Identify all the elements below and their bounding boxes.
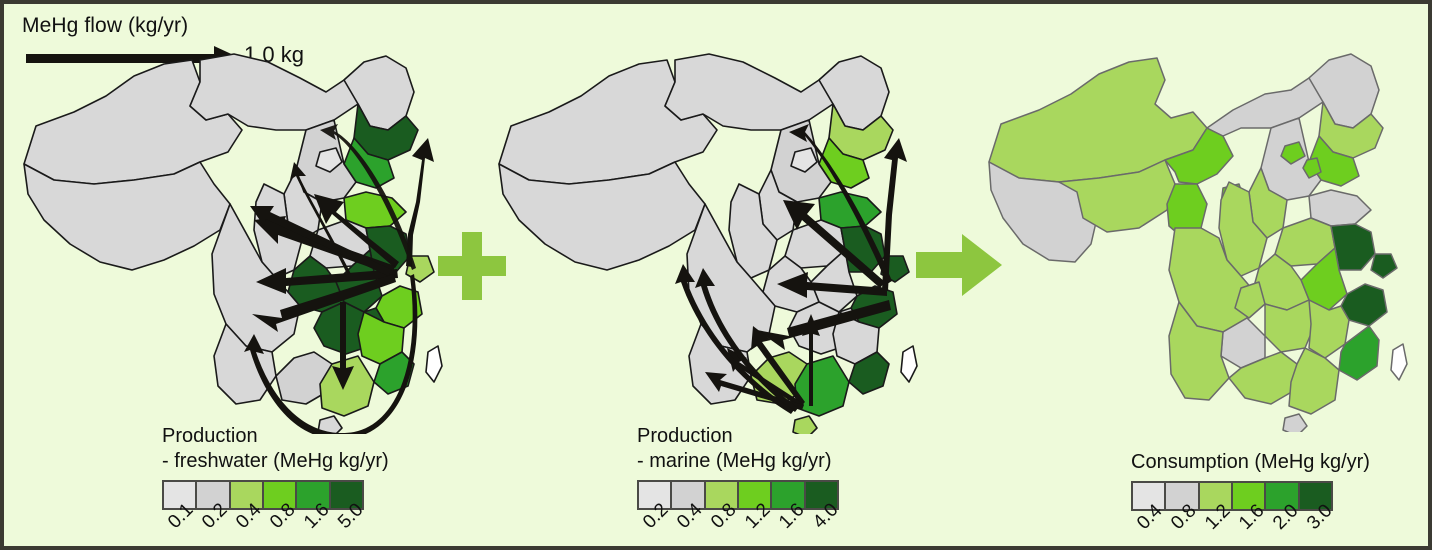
right-arrow-operator-icon (914, 232, 1004, 298)
legend-swatch-3 (1232, 483, 1267, 509)
legend-swatch-1 (1166, 483, 1200, 509)
legend-production-freshwater: Production - freshwater (MeHg kg/yr) 0.1… (162, 424, 402, 558)
map-panel-consumption (979, 32, 1429, 432)
legend-swatch-2 (705, 482, 739, 508)
legend-title-line1: Production (162, 425, 258, 447)
flow-arrows-marine (675, 124, 907, 414)
legend-production-marine: Production - marine (MeHg kg/yr) 0.2 0.4… (637, 424, 877, 558)
legend-swatch-3 (738, 482, 773, 508)
legend-swatch-0 (1133, 483, 1167, 509)
legend-ticks: 0.2 0.4 0.8 1.2 1.6 4.0 (637, 499, 877, 558)
legend-swatch-5 (1299, 483, 1331, 509)
flow-scale-title: MeHg flow (kg/yr) (22, 14, 189, 37)
legend-colorbar (637, 480, 839, 510)
china-map-consumption (988, 53, 1408, 432)
map-panel-production-marine (489, 34, 919, 434)
legend-colorbar (162, 480, 364, 510)
legend-ticks: 0.1 0.2 0.4 0.8 1.6 5.0 (162, 499, 402, 558)
legend-title-line1: Consumption (MeHg kg/yr) (1131, 451, 1370, 473)
china-map-marine (498, 53, 918, 434)
legend-colorbar (1131, 481, 1333, 511)
plus-operator-icon (432, 226, 512, 306)
legend-swatch-0 (639, 482, 673, 508)
legend-title-line2: - freshwater (MeHg kg/yr) (162, 450, 389, 472)
legend-title-line1: Production (637, 425, 733, 447)
legend-swatch-1 (672, 482, 706, 508)
legend-swatch-3 (263, 482, 298, 508)
legend-swatch-5 (330, 482, 362, 508)
legend-swatch-4 (297, 482, 331, 508)
legend-swatch-4 (772, 482, 806, 508)
flow-arrows-freshwater (244, 124, 434, 434)
legend-swatch-1 (197, 482, 231, 508)
legend-swatch-5 (805, 482, 837, 508)
china-map-freshwater (23, 53, 443, 434)
legend-swatch-4 (1266, 483, 1300, 509)
legend-swatch-2 (230, 482, 264, 508)
legend-ticks: 0.4 0.8 1.2 1.6 2.0 3.0 (1131, 500, 1371, 559)
map-panel-production-freshwater (14, 34, 444, 434)
legend-swatch-0 (164, 482, 198, 508)
right-arrow-icon (26, 54, 218, 63)
legend-title-line2: - marine (MeHg kg/yr) (637, 450, 832, 472)
legend-swatch-2 (1199, 483, 1233, 509)
legend-consumption: Consumption (MeHg kg/yr) 0.4 0.8 1.2 1.6… (1131, 450, 1371, 559)
